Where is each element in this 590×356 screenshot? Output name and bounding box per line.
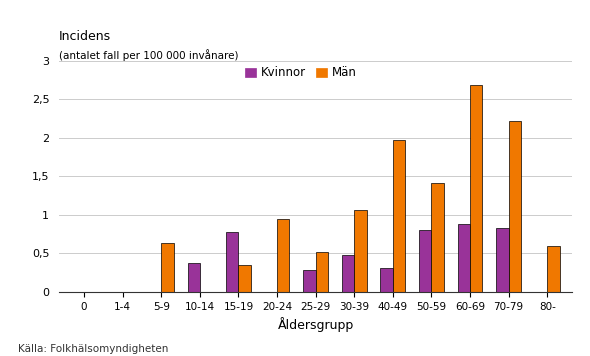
Bar: [277, 219, 290, 292]
Bar: [354, 210, 366, 292]
Bar: [342, 255, 354, 292]
Bar: [161, 244, 173, 292]
Bar: [458, 224, 470, 292]
Bar: [238, 265, 251, 292]
Bar: [226, 232, 238, 292]
Bar: [509, 121, 521, 292]
Bar: [381, 268, 393, 292]
Bar: [496, 228, 509, 292]
Text: (antalet fall per 100 000 invånare): (antalet fall per 100 000 invånare): [59, 49, 238, 61]
Legend: Kvinnor, Män: Kvinnor, Män: [245, 67, 357, 79]
X-axis label: Åldersgrupp: Åldersgrupp: [277, 317, 354, 332]
Text: Incidens: Incidens: [59, 31, 111, 43]
Bar: [303, 270, 316, 292]
Bar: [470, 85, 483, 292]
Bar: [316, 252, 328, 292]
Text: Källa: Folkhälsomyndigheten: Källa: Folkhälsomyndigheten: [18, 344, 168, 354]
Bar: [393, 140, 405, 292]
Bar: [419, 230, 431, 292]
Bar: [547, 246, 559, 292]
Bar: [188, 263, 200, 292]
Bar: [431, 183, 444, 292]
